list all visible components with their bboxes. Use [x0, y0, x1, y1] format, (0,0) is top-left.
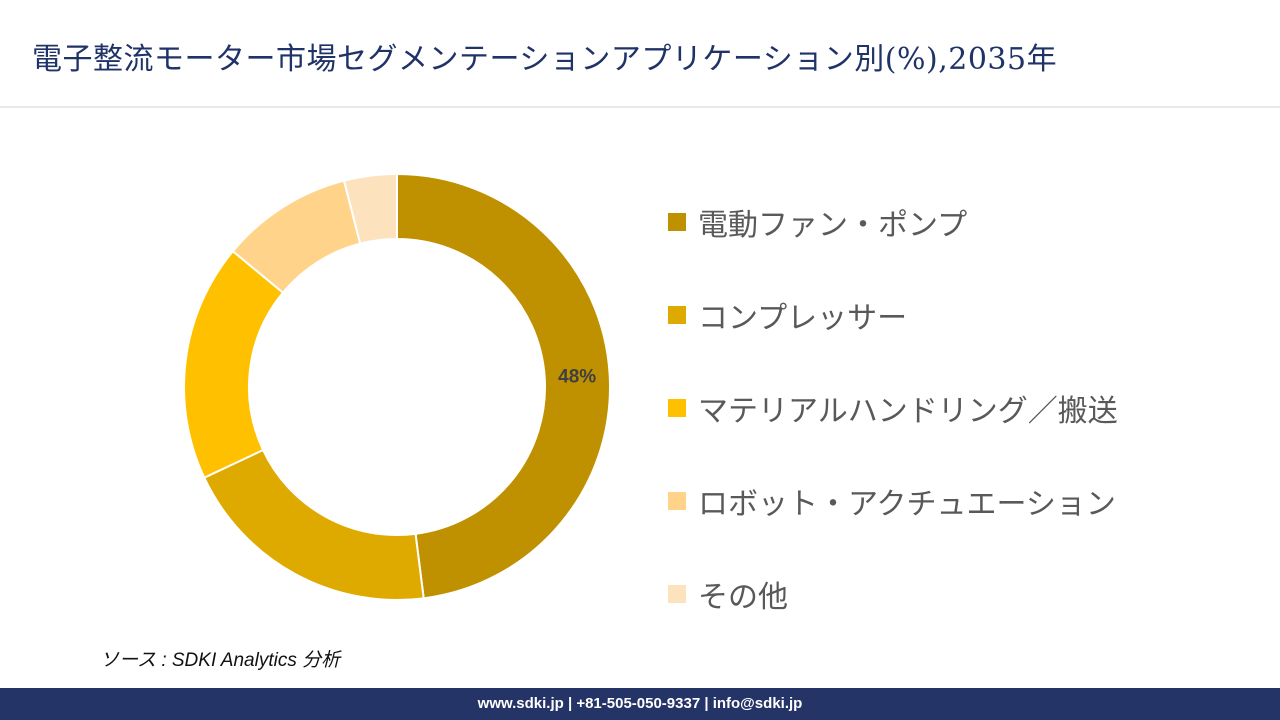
data-label: 48%: [558, 367, 596, 388]
legend-swatch: [668, 213, 686, 231]
legend-swatch: [668, 492, 686, 510]
legend-item: マテリアルハンドリング／搬送: [668, 384, 1248, 432]
legend-label: コンプレッサー: [698, 301, 908, 336]
legend-swatch: [668, 585, 686, 603]
chart-legend: 電動ファン・ポンプ コンプレッサーマテリアルハンドリング／搬送 ロボット・アクチュエ…: [668, 198, 1248, 663]
footer-contact-bar: www.sdki.jp | +81-505-050-9337 | info@sd…: [0, 688, 1280, 720]
title-divider: [0, 106, 1280, 108]
donut-slice-2: [202, 448, 425, 601]
legend-item: 電動ファン・ポンプ: [668, 198, 1248, 246]
source-note: ソース : SDKI Analytics 分析: [100, 650, 341, 671]
legend-swatch: [668, 399, 686, 417]
legend-item: ロボット・アクチュエーション: [668, 477, 1248, 525]
legend-label: ロボット・アクチュエーション: [698, 487, 1116, 522]
legend-swatch: [668, 306, 686, 324]
donut-chart: 48%: [183, 172, 611, 601]
legend-label: マテリアルハンドリング／搬送: [698, 394, 1118, 429]
legend-item: その他: [668, 570, 1248, 618]
legend-label: 電動ファン・ポンプ: [698, 208, 968, 243]
donut-slice-5: [342, 172, 398, 245]
legend-label: その他: [698, 580, 788, 615]
page-title: 電子整流モーター市場セグメンテーションアプリケーション別(%),2035年: [32, 42, 1058, 77]
donut-slice-1: [396, 172, 611, 600]
donut-slice-3: [183, 249, 285, 480]
legend-item: コンプレッサー: [668, 291, 1248, 339]
